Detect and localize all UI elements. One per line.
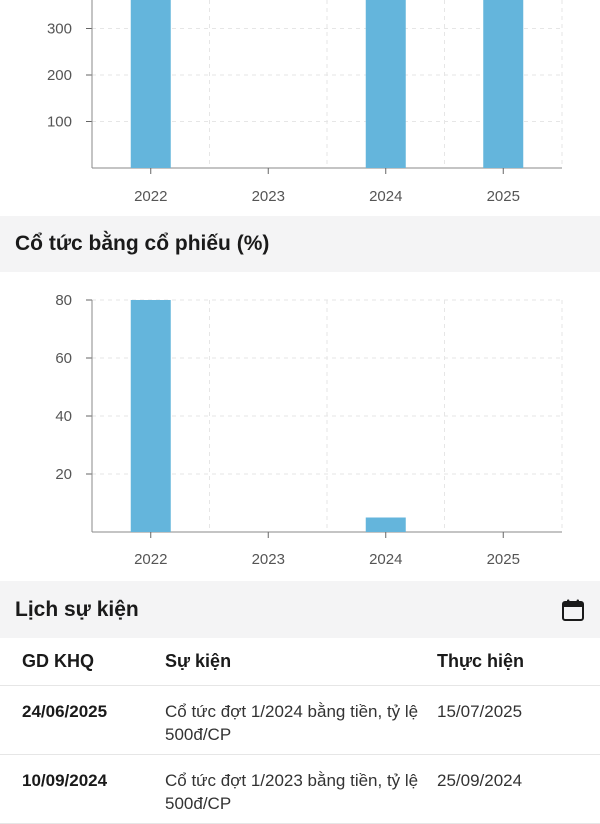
- x-tick-label: 2023: [252, 551, 285, 568]
- y-tick-label: 200: [47, 67, 72, 84]
- stock-dividend-chart: 20 40 60 80 2022 2023 2024 2025: [55, 292, 563, 568]
- table-row[interactable]: 10/09/2024 Cổ tức đợt 1/2023 bằng tiền, …: [0, 755, 600, 824]
- x-tick-label: 2022: [134, 551, 167, 568]
- x-tick-label: 2022: [134, 188, 167, 205]
- x-tick-label: 2024: [369, 188, 402, 205]
- y-tick-label: 60: [55, 350, 72, 367]
- table-header: GD KHQ Sự kiện Thực hiện: [0, 638, 600, 686]
- bar-2022[interactable]: [130, 0, 171, 168]
- x-tick-label: 2025: [487, 188, 520, 205]
- cash-dividend-chart: 100 200 300 2022 2023 2024 2025: [47, 0, 563, 205]
- ex-date-cell: 24/06/2025: [22, 702, 108, 721]
- x-tick-label: 2025: [487, 551, 520, 568]
- column-header-ex-date: GD KHQ: [22, 651, 94, 671]
- done-date-cell: 15/07/2025: [437, 702, 523, 721]
- event-cell: Cổ tức đợt 1/2024 bằng tiền, tỷ lệ 500đ/…: [165, 702, 419, 744]
- y-tick-label: 300: [47, 21, 72, 38]
- done-date-cell: 25/09/2024: [437, 771, 523, 790]
- stock-dividend-title: Cổ tức bằng cổ phiếu (%): [15, 232, 270, 255]
- y-tick-label: 20: [55, 466, 72, 483]
- column-header-event: Sự kiện: [165, 651, 232, 671]
- y-tick-label: 80: [55, 292, 72, 309]
- bar-2024[interactable]: [365, 517, 406, 533]
- x-tick-label: 2023: [252, 188, 285, 205]
- events-title: Lịch sự kiện: [15, 597, 139, 621]
- events-header: Lịch sự kiện: [0, 581, 600, 638]
- column-header-done: Thực hiện: [437, 651, 525, 671]
- calendar-icon[interactable]: [561, 598, 585, 622]
- events-table: GD KHQ Sự kiện Thực hiện 24/06/2025 Cổ t…: [0, 638, 600, 824]
- bar-2025[interactable]: [483, 0, 524, 168]
- bar-2024[interactable]: [365, 0, 406, 168]
- y-tick-label: 40: [55, 408, 72, 425]
- table-row[interactable]: 24/06/2025 Cổ tức đợt 1/2024 bằng tiền, …: [0, 686, 600, 755]
- stock-dividend-header: Cổ tức bằng cổ phiếu (%): [0, 216, 600, 272]
- ex-date-cell: 10/09/2024: [22, 771, 108, 790]
- bar-2022[interactable]: [130, 300, 171, 532]
- event-cell: Cổ tức đợt 1/2023 bằng tiền, tỷ lệ 500đ/…: [165, 771, 419, 813]
- x-tick-label: 2024: [369, 551, 402, 568]
- y-tick-label: 100: [47, 114, 72, 131]
